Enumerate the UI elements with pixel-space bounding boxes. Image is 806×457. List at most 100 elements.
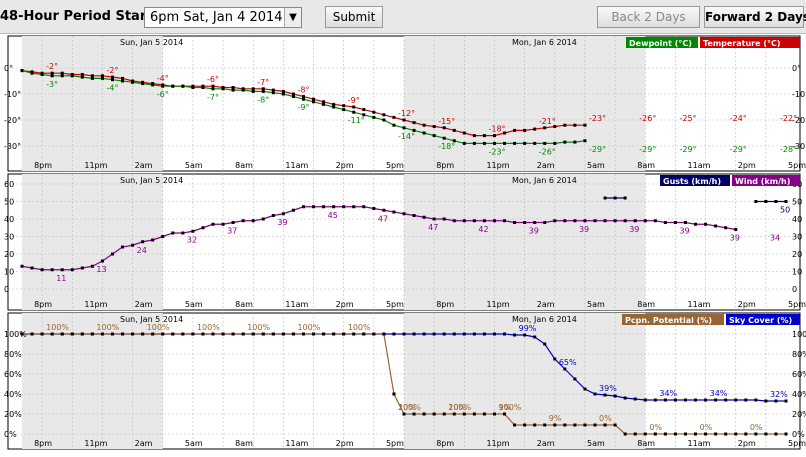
y-tick-right-2-0: 100% (792, 330, 806, 339)
x-tick-label-1-10: 2am (537, 300, 555, 309)
data-point-0-0 (301, 95, 305, 99)
data-point-2-1 (452, 412, 456, 416)
data-point-1-0 (553, 219, 557, 223)
data-point-2-0 (482, 332, 486, 336)
forward-2-days-button[interactable]: Forward 2 Days (704, 6, 806, 28)
period-select-value: 6pm Sat, Jan 4 2014 (150, 10, 283, 25)
data-point-2-1 (181, 332, 185, 336)
data-label-0-1-0: -3° (46, 80, 58, 89)
chevron-down-icon[interactable]: ▼ (284, 8, 301, 27)
data-point-2-0 (694, 398, 698, 402)
data-label-2-1-3: 100% (197, 323, 220, 332)
data-point-2-1 (533, 423, 537, 427)
data-label-2-1-9: 100% (499, 403, 522, 412)
data-point-2-1 (231, 332, 235, 336)
data-point-2-0 (543, 342, 547, 346)
data-point-2-1 (322, 332, 326, 336)
data-label-0-0-12: -26° (639, 114, 656, 123)
y-tick-left-1-0: 60 (4, 180, 14, 189)
data-point-1-0 (412, 214, 416, 217)
data-point-0-1 (362, 113, 366, 117)
data-label-0-0-5: -8° (297, 86, 309, 95)
data-point-2-1 (523, 423, 527, 427)
data-label-2-1-2: 100% (147, 323, 170, 332)
x-tick-label-1-8: 8pm (436, 300, 454, 309)
data-point-2-1 (131, 332, 135, 336)
data-point-2-0 (553, 357, 557, 361)
data-point-1-0 (462, 219, 466, 223)
data-point-2-1 (392, 392, 396, 396)
data-point-2-0 (784, 399, 788, 403)
data-point-1-0 (533, 221, 537, 224)
data-point-1-0 (613, 219, 617, 223)
data-point-2-1 (734, 432, 738, 436)
data-point-2-1 (30, 332, 34, 336)
data-point-0-0 (553, 125, 557, 128)
data-point-2-1 (90, 332, 94, 336)
data-point-2-1 (191, 332, 195, 336)
data-point-1-0 (100, 259, 104, 263)
data-point-1-0 (241, 219, 245, 223)
data-point-2-0 (392, 332, 396, 336)
data-point-2-0 (492, 332, 496, 336)
data-point-0-1 (322, 102, 326, 106)
data-point-0-0 (322, 100, 326, 104)
data-point-0-1 (151, 83, 155, 87)
period-select[interactable]: 6pm Sat, Jan 4 2014 ▼ (144, 7, 302, 28)
data-point-0-0 (462, 131, 466, 135)
data-label-0-0-11: -23° (589, 114, 606, 123)
data-point-0-1 (231, 88, 235, 92)
data-point-1-0 (70, 268, 74, 272)
data-point-0-1 (141, 82, 145, 86)
data-point-0-0 (281, 89, 285, 93)
data-point-1-0 (492, 219, 496, 223)
data-point-2-1 (110, 332, 114, 336)
legend-entry-2-1: Sky Cover (%) (729, 316, 792, 325)
data-label-2-0-4: 34% (710, 389, 728, 398)
data-label-1-0-7: 47 (378, 214, 388, 223)
back-2-days-button[interactable]: Back 2 Days (597, 6, 700, 28)
x-tick-label-0-9: 11pm (486, 161, 509, 170)
data-label-0-1-7: -14° (398, 132, 415, 141)
legend-entry-1-0: Gusts (km/h) (663, 177, 721, 186)
data-label-0-1-11: -29° (589, 145, 606, 154)
x-tick-label-1-15: 5pm (788, 300, 806, 309)
data-point-0-1 (161, 84, 165, 88)
data-point-0-1 (533, 141, 537, 145)
data-point-0-1 (472, 141, 476, 145)
x-tick-label-2-11: 5am (587, 439, 605, 448)
y-tick-right-2-5: 0% (792, 430, 805, 439)
data-point-0-0 (261, 87, 265, 91)
data-point-0-1 (402, 126, 406, 130)
data-point-2-0 (724, 398, 728, 402)
data-label-0-0-14: -24° (730, 114, 747, 123)
data-point-1-0 (332, 205, 336, 209)
data-point-1-0 (291, 208, 295, 212)
data-point-2-1 (744, 432, 748, 436)
data-point-1-0 (60, 268, 64, 272)
data-label-2-0-0: 99% (519, 324, 537, 333)
data-point-2-1 (573, 423, 577, 427)
data-label-1-0-13: 39 (679, 227, 689, 236)
data-point-1-0 (563, 219, 567, 223)
data-point-0-0 (422, 123, 426, 127)
data-point-0-1 (442, 136, 446, 140)
data-point-1-0 (623, 219, 627, 223)
y-tick-left-1-1: 50 (4, 198, 14, 207)
data-point-2-1 (100, 332, 104, 336)
data-point-1-0 (271, 214, 275, 217)
data-point-0-0 (251, 87, 255, 91)
data-point-0-0 (372, 110, 376, 114)
data-point-0-1 (70, 74, 74, 78)
data-point-2-1 (714, 432, 718, 436)
data-label-2-1-14: 0% (599, 414, 612, 423)
legend-entry-2-0: Pcpn. Potential (%) (625, 316, 712, 325)
y-tick-right-1-1: 50 (792, 198, 802, 207)
x-tick-label-1-13: 11am (688, 300, 711, 309)
submit-button[interactable]: Submit (325, 6, 383, 28)
legend-swatch-2-0 (622, 314, 724, 325)
x-tick-label-1-9: 11pm (486, 300, 509, 309)
data-point-0-0 (442, 126, 446, 130)
data-point-0-0 (332, 102, 336, 106)
data-point-2-1 (60, 332, 64, 336)
